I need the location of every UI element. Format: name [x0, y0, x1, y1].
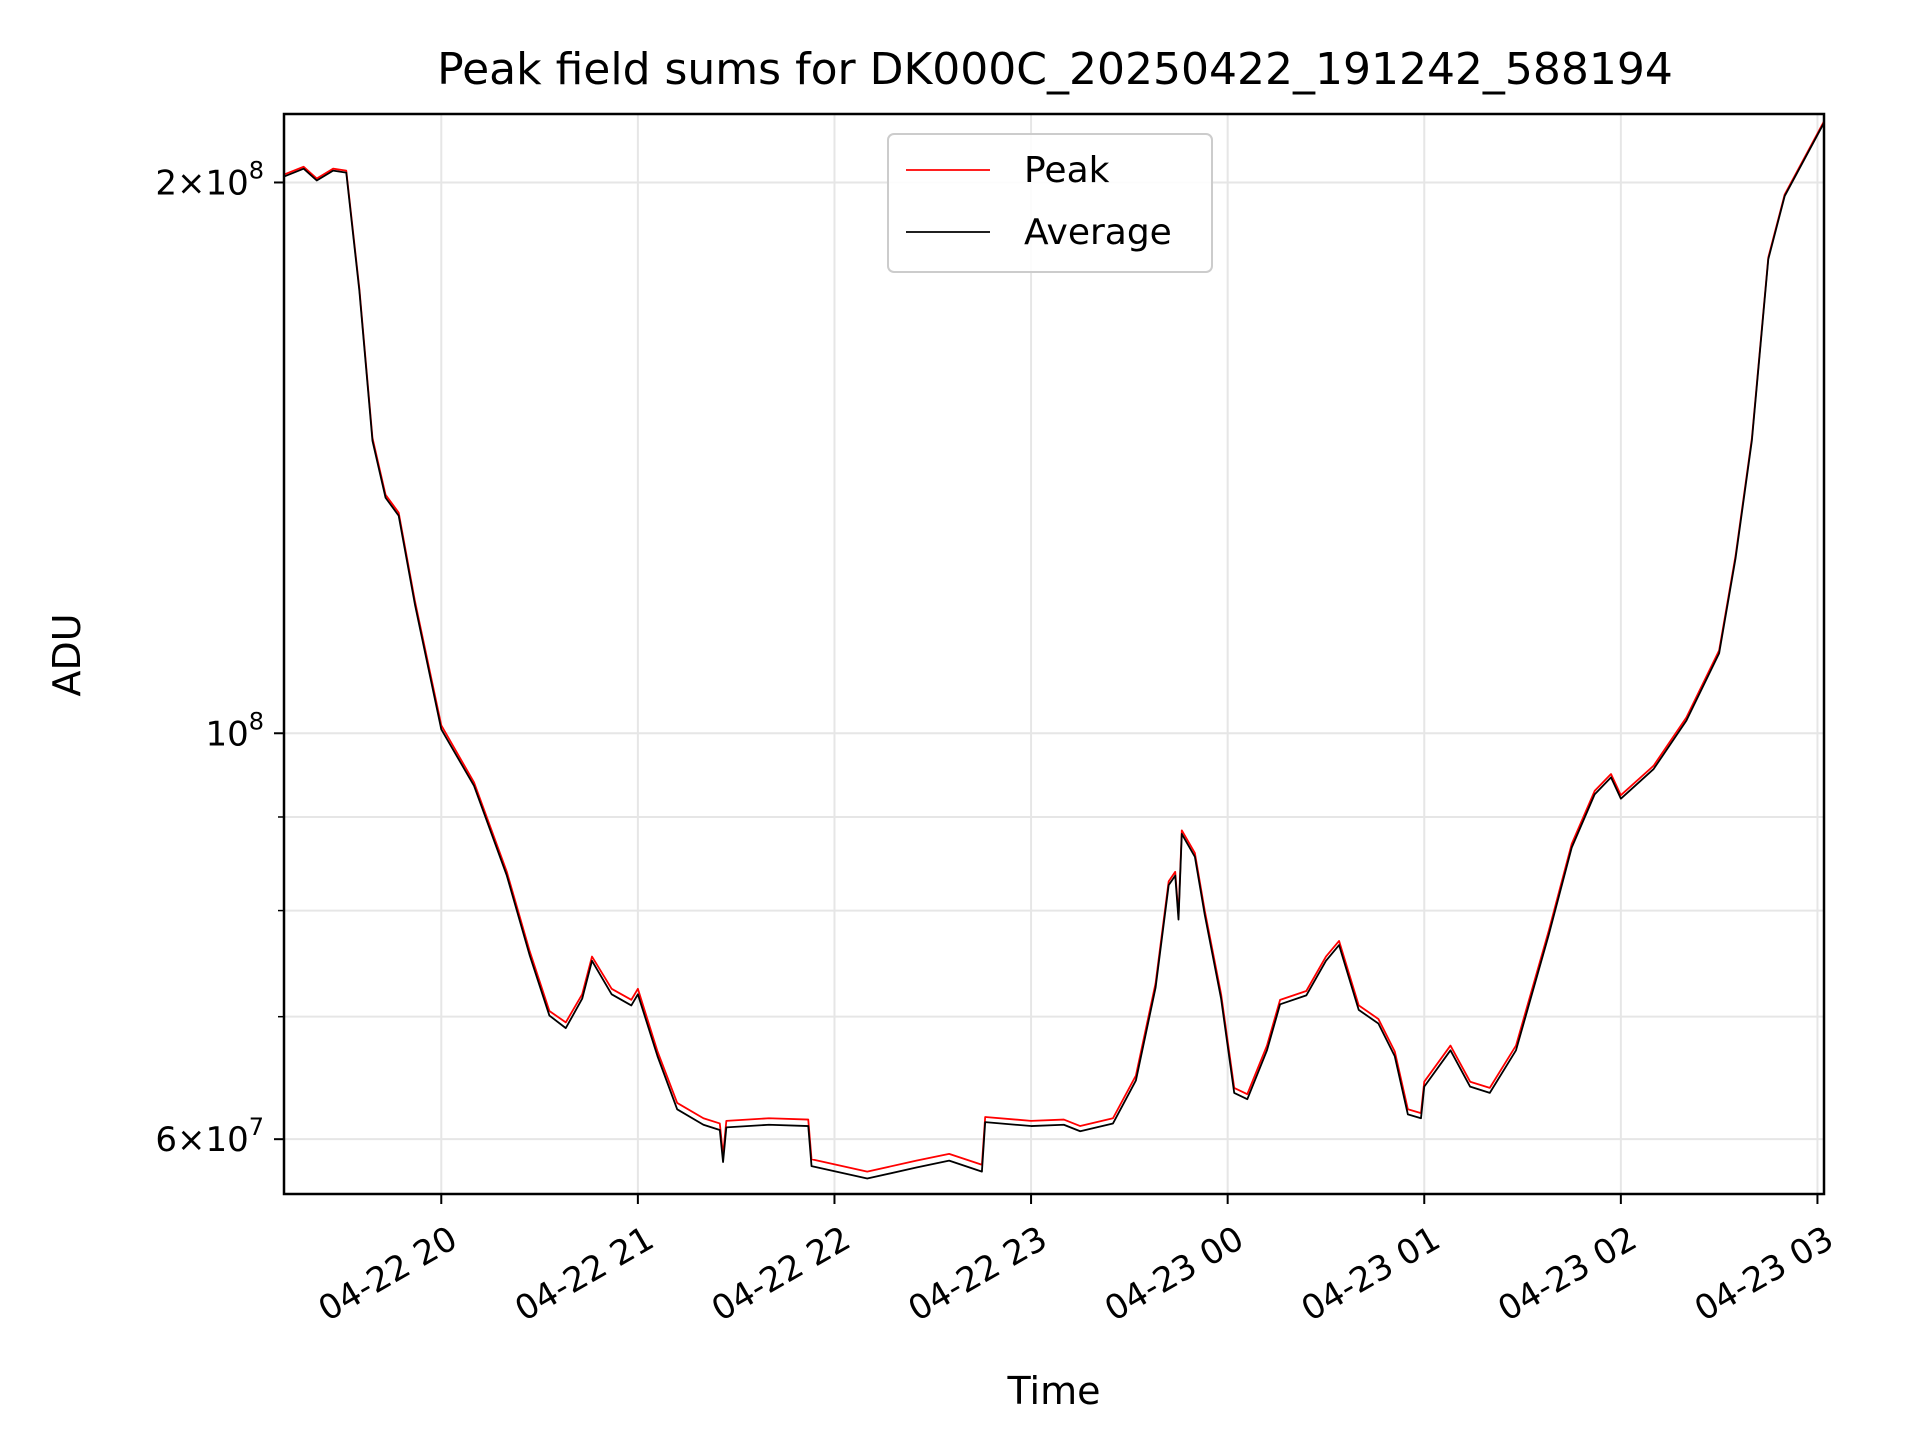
- y-axis-label: ADU: [45, 613, 89, 696]
- y-axis: 6×107 108 2×108: [155, 156, 284, 1160]
- legend-label: Average: [1024, 212, 1172, 253]
- y-tick-label: 2×108: [155, 156, 264, 203]
- y-tick-label: 6×107: [155, 1113, 264, 1160]
- legend-label: Peak: [1024, 150, 1110, 191]
- series-line-peak: [283, 120, 1825, 1173]
- plot-lines: [283, 120, 1825, 1180]
- y-tick-label: 108: [205, 707, 264, 754]
- chart-title: Peak field sums for DK000C_20250422_1912…: [437, 44, 1673, 95]
- legend-box: [887, 133, 1213, 273]
- x-axis-label: Time: [1007, 1369, 1101, 1413]
- series-line-average: [283, 122, 1825, 1180]
- legend: Peak Average: [887, 133, 1213, 273]
- plot-frame: [282, 112, 1826, 1196]
